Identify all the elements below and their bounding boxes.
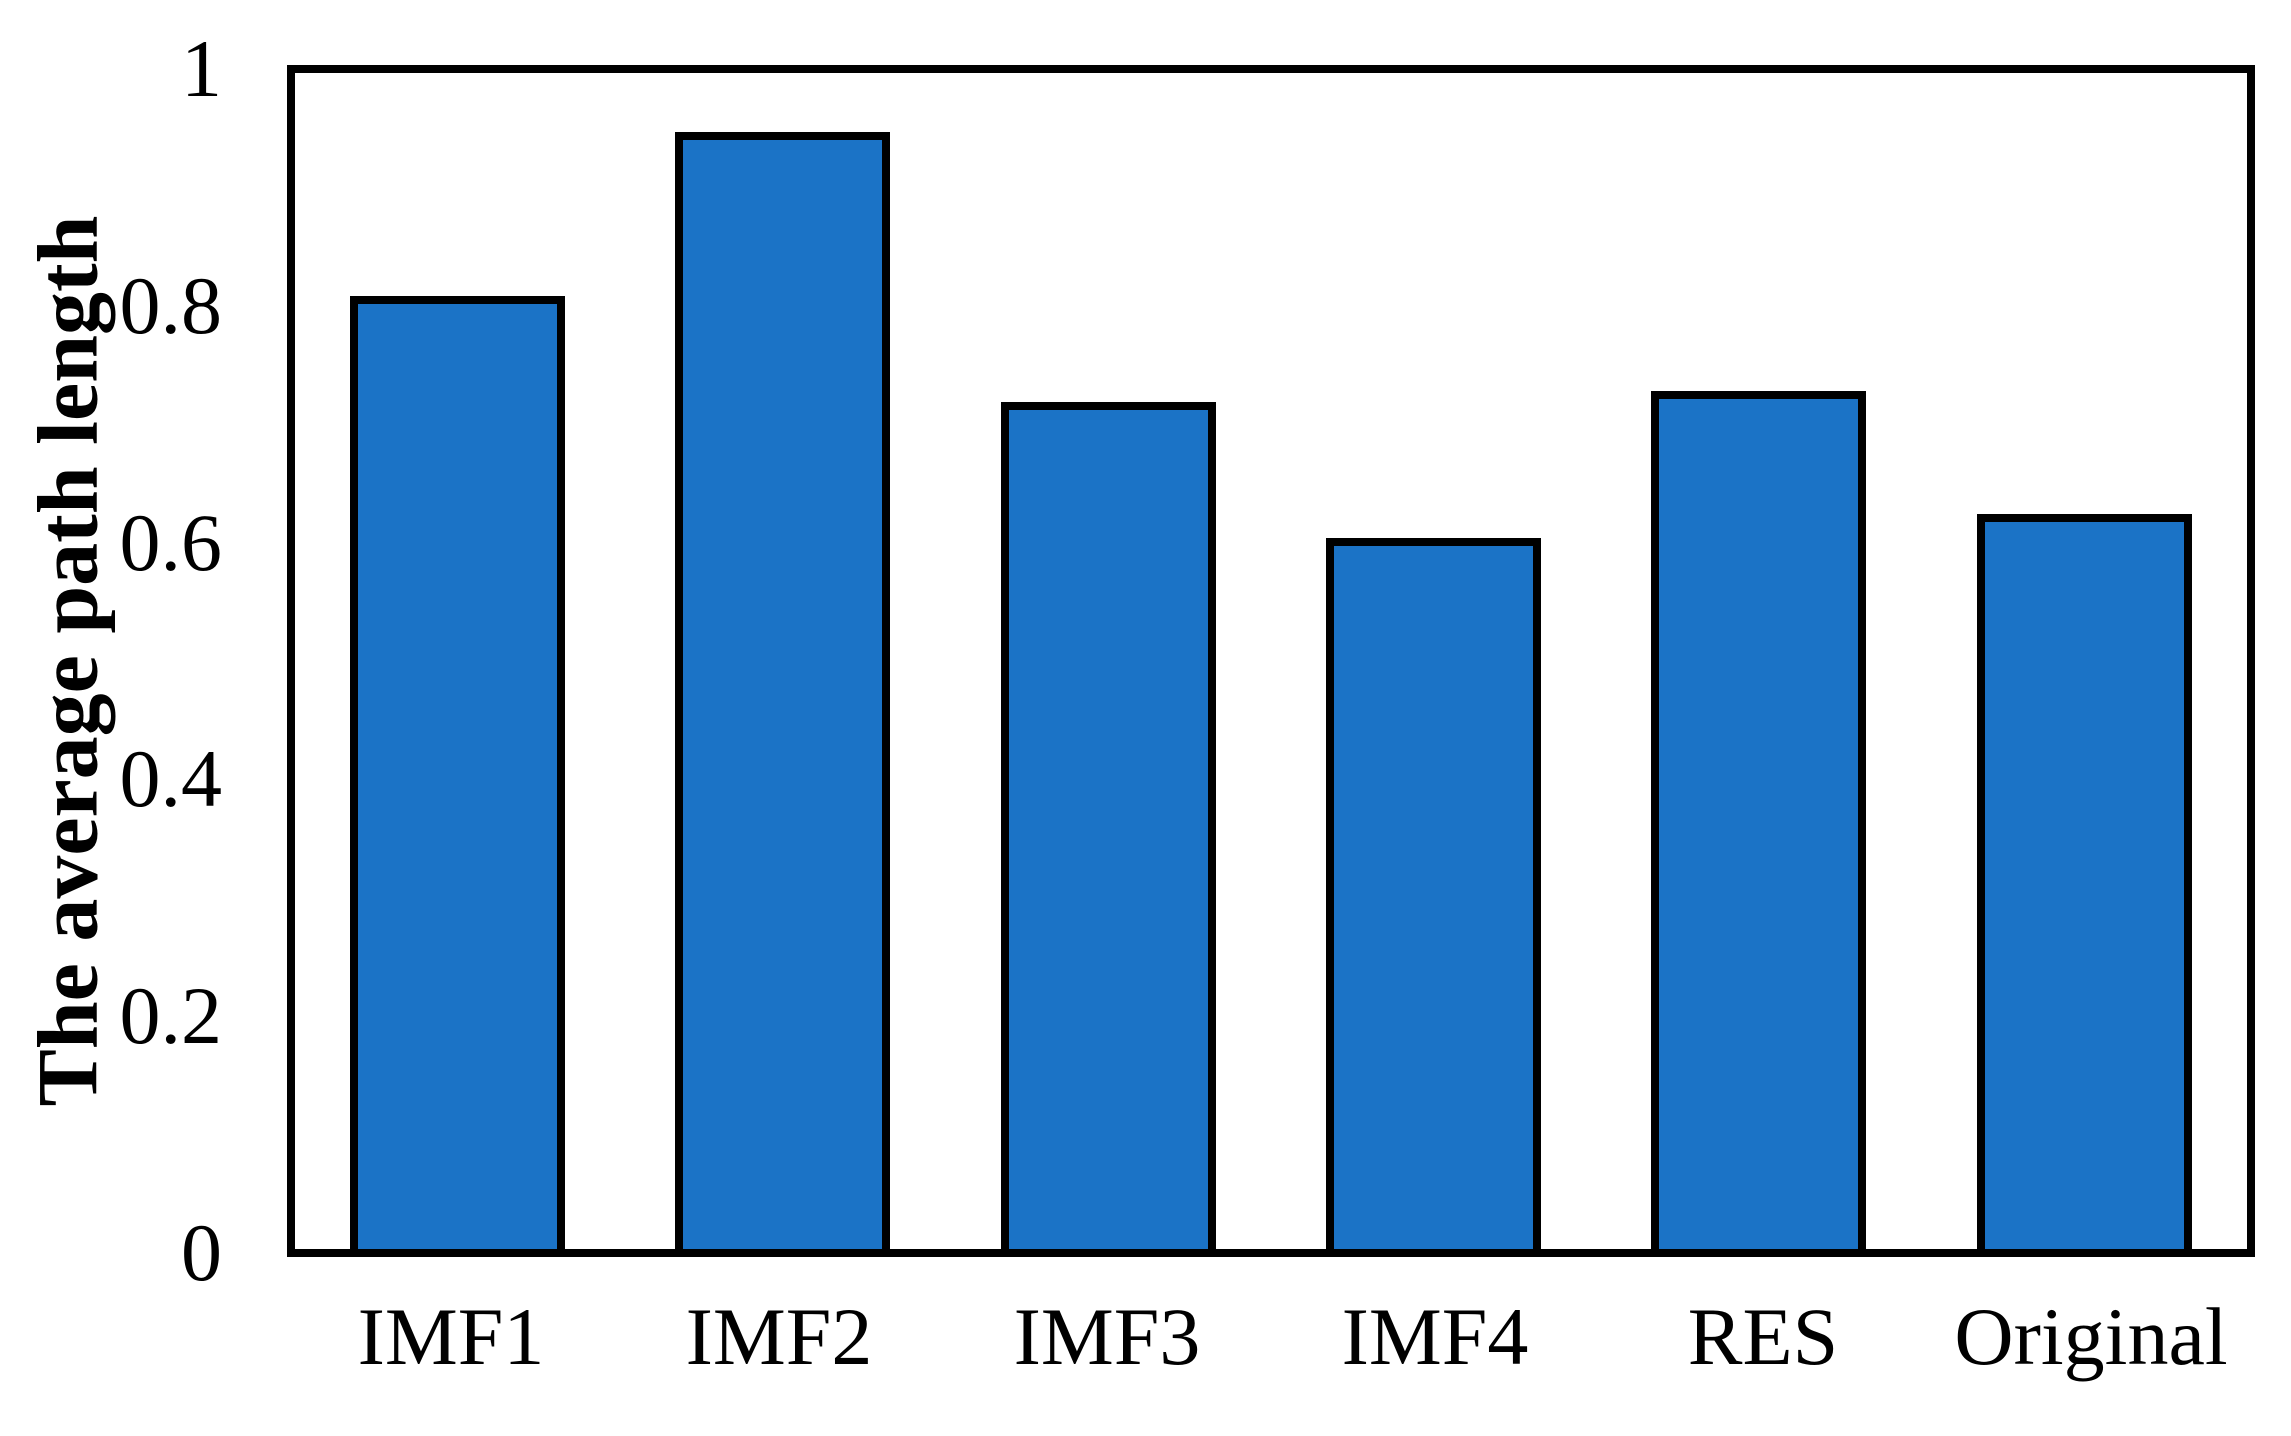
bar-slot-res: [1596, 73, 1921, 1249]
bar-slot-original: [1922, 73, 2247, 1249]
bars-container: [295, 73, 2247, 1249]
y-tick-label-0.8: 0.8: [119, 259, 223, 351]
bar-imf2: [675, 131, 891, 1249]
x-axis-tick-labels: IMF1 IMF2 IMF3 IMF4 RES Original: [287, 1282, 2255, 1393]
x-tick-label-imf4: IMF4: [1341, 1291, 1529, 1382]
bar-imf1: [350, 296, 566, 1249]
bar-slot-imf3: [946, 73, 1271, 1249]
y-tick-label-0.6: 0.6: [119, 496, 223, 588]
x-tick-label-imf2: IMF2: [685, 1291, 873, 1382]
bar-imf4: [1326, 537, 1542, 1249]
x-tick-label-res: RES: [1687, 1291, 1839, 1382]
bar-res: [1651, 390, 1867, 1249]
bar-slot-imf4: [1271, 73, 1596, 1249]
x-tick-label-original: Original: [1954, 1291, 2228, 1382]
x-tick-label-imf1: IMF1: [357, 1291, 545, 1382]
y-tick-label-0: 0: [181, 1207, 222, 1298]
y-axis-tick-labels: 0 0.2 0.4 0.6 0.8 1: [60, 28, 223, 1294]
bar-slot-imf2: [620, 73, 945, 1249]
y-tick-label-1: 1: [181, 23, 222, 114]
bar-original: [1976, 514, 2192, 1249]
bar-slot-imf1: [295, 73, 620, 1249]
bar-imf3: [1000, 402, 1216, 1249]
plot-area: [287, 65, 2255, 1257]
y-tick-label-0.4: 0.4: [119, 733, 223, 825]
y-tick-label-0.2: 0.2: [119, 970, 223, 1062]
x-tick-label-imf3: IMF3: [1013, 1291, 1201, 1382]
